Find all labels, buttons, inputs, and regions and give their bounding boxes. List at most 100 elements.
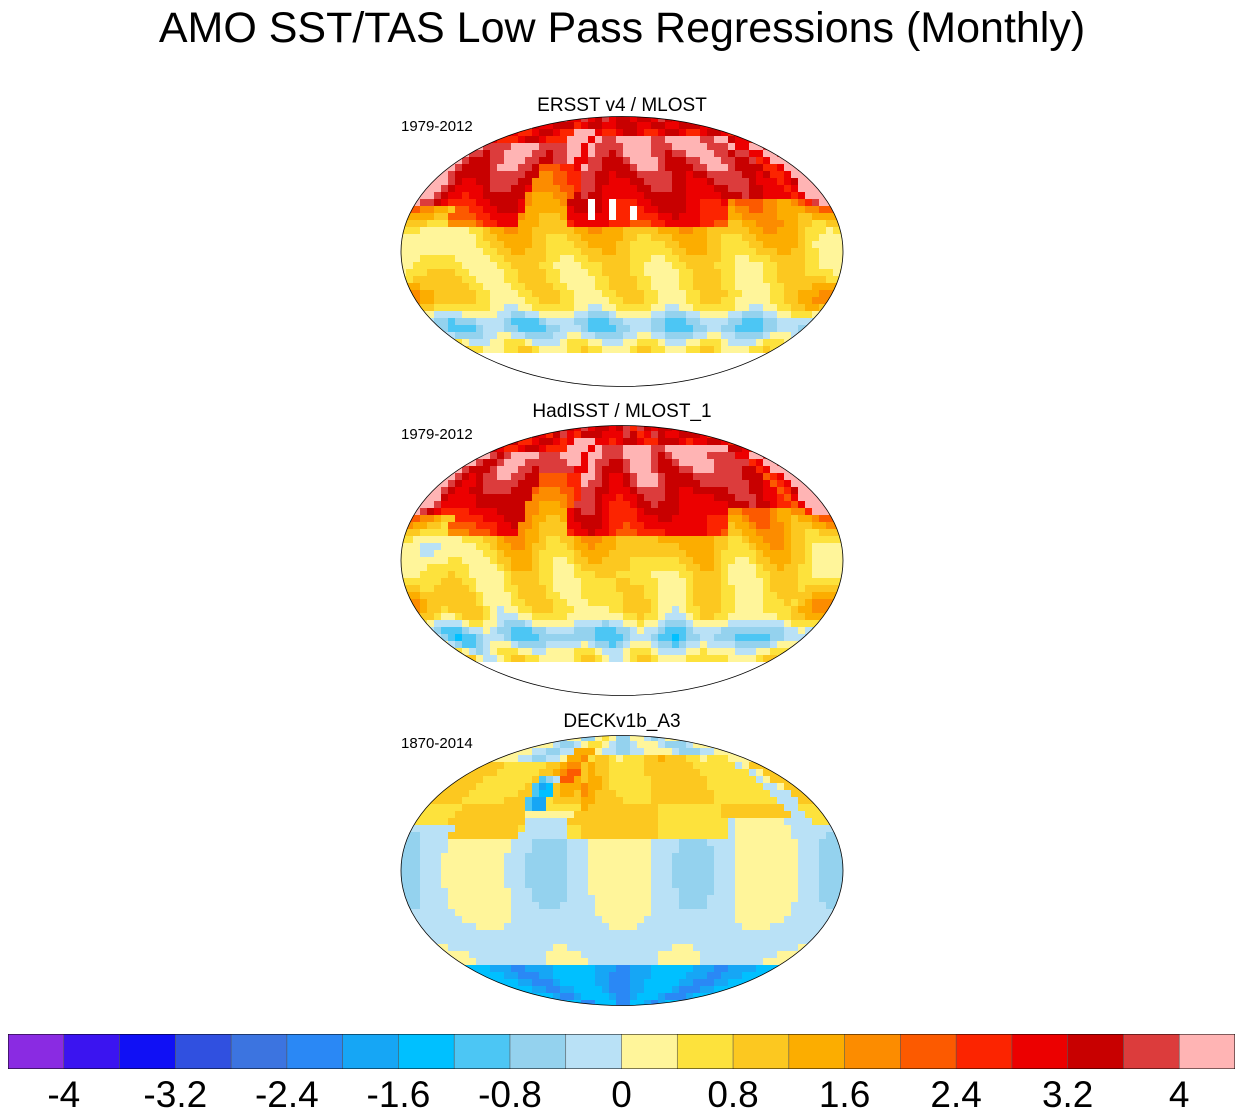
map-cell	[791, 571, 799, 579]
map-cell	[679, 346, 687, 354]
map-cell	[616, 255, 624, 263]
map-cell	[637, 494, 645, 502]
map-cell	[609, 199, 617, 207]
map-cell	[805, 234, 813, 242]
map-cell	[413, 234, 421, 242]
map-cell	[546, 501, 554, 509]
map-cell	[602, 846, 610, 854]
map-cell	[749, 811, 757, 819]
map-cell	[595, 332, 603, 340]
map-cell	[427, 501, 435, 509]
map-cell	[609, 129, 617, 137]
map-cell	[413, 536, 421, 544]
map-cell	[686, 592, 694, 600]
map-cell	[546, 339, 554, 347]
map-cell	[483, 325, 491, 333]
map-cell	[672, 438, 680, 446]
map-cell	[714, 473, 722, 481]
map-cell	[770, 494, 778, 502]
map-cell	[490, 262, 498, 270]
map-cell	[707, 627, 715, 635]
map-cell	[476, 543, 484, 551]
map-cell	[602, 641, 610, 649]
map-cell	[665, 269, 673, 277]
map-cell	[686, 318, 694, 326]
map-cell	[497, 578, 505, 586]
map-cell	[469, 578, 477, 586]
map-cell	[427, 804, 435, 812]
map-cell	[693, 206, 701, 214]
map-cell	[651, 290, 659, 298]
map-cell	[406, 522, 414, 530]
map-cell	[546, 578, 554, 586]
map-cell	[602, 283, 610, 291]
map-cell	[609, 748, 617, 756]
map-cell	[602, 438, 610, 446]
map-cell	[560, 564, 568, 572]
map-cell	[819, 234, 827, 242]
map-cell	[476, 839, 484, 847]
map-cell	[602, 290, 610, 298]
map-cell	[469, 620, 477, 628]
map-cell	[616, 318, 624, 326]
map-cell	[791, 846, 799, 854]
map-cell	[588, 846, 596, 854]
map-cell	[623, 515, 631, 523]
map-cell	[455, 241, 463, 249]
map-cell	[462, 480, 470, 488]
map-cell	[560, 853, 568, 861]
map-cell	[413, 213, 421, 221]
map-cell	[616, 613, 624, 621]
map-cell	[686, 150, 694, 158]
map-cell	[455, 494, 463, 502]
map-cell	[798, 634, 806, 642]
map-cell	[518, 311, 526, 319]
map-cell	[504, 853, 512, 861]
map-field	[401, 116, 843, 387]
map-cell	[553, 452, 561, 460]
map-cell	[707, 655, 715, 663]
map-cell	[756, 171, 764, 179]
map-cell	[511, 620, 519, 628]
map-cell	[546, 164, 554, 172]
map-cell	[693, 318, 701, 326]
map-cell	[728, 199, 736, 207]
map-cell	[504, 353, 512, 361]
map-cell	[588, 480, 596, 488]
map-cell	[588, 459, 596, 467]
map-cell	[546, 627, 554, 635]
map-cell	[728, 136, 736, 144]
map-cell	[476, 339, 484, 347]
map-cell	[672, 585, 680, 593]
map-cell	[581, 438, 589, 446]
map-cell	[595, 199, 603, 207]
map-cell	[679, 839, 687, 847]
map-cell	[742, 853, 750, 861]
map-cell	[525, 536, 533, 544]
map-cell	[553, 262, 561, 270]
map-cell	[490, 776, 498, 784]
map-cell	[455, 297, 463, 305]
map-cell	[721, 860, 729, 868]
map-cell	[588, 550, 596, 558]
map-cell	[483, 199, 491, 207]
map-cell	[518, 662, 526, 670]
map-cell	[497, 262, 505, 270]
map-cell	[553, 213, 561, 221]
map-cell	[686, 741, 694, 749]
map-cell	[644, 762, 652, 770]
map-cell	[749, 790, 757, 798]
map-cell	[763, 832, 771, 840]
map-cell	[455, 790, 463, 798]
map-cell	[749, 508, 757, 516]
map-cell	[679, 143, 687, 151]
map-cell	[672, 860, 680, 868]
map-cell	[401, 262, 407, 270]
map-cell	[833, 206, 841, 214]
map-cell	[455, 627, 463, 635]
map-cell	[735, 860, 743, 868]
map-cell	[658, 122, 666, 130]
map-cell	[749, 839, 757, 847]
map-cell	[791, 613, 799, 621]
map-cell	[441, 494, 449, 502]
